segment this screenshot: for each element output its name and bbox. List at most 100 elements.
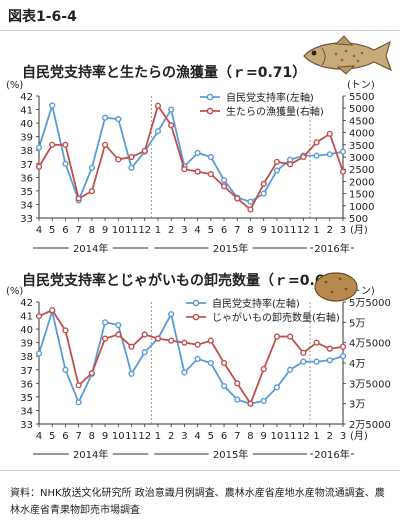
left-tick-label: 42 [20,92,33,103]
data-point [300,358,307,365]
data-point [234,195,241,202]
month-label: 7 [75,225,81,236]
data-point [273,384,281,391]
chart-2: 424140393837363534335万50005万4万50004万3万50… [6,286,391,461]
right-tick-label: 2500 [349,165,374,176]
month-unit: (月) [350,430,368,442]
data-point [35,313,43,320]
year-label: 2014年 [73,242,108,255]
data-point [35,350,43,357]
data-point [154,335,162,342]
left-unit: (%) [6,286,23,297]
data-point [128,343,135,350]
year-label: 2014年 [73,448,108,461]
data-point [260,180,267,187]
source-note: 資料：NHK放送文化研究所 政治意識月例調査、農林水産省産地水産物流通調査、農林… [0,470,400,526]
month-label: 2 [327,225,333,236]
month-label: 8 [247,225,253,236]
left-tick-label: 38 [20,352,33,363]
month-label: 8 [89,431,95,442]
data-point [326,345,333,352]
legend-label: 自民党支持率(左軸) [226,91,314,104]
data-point [194,341,201,348]
left-tick-label: 35 [20,187,33,198]
data-point [247,198,254,205]
month-label: 6 [221,225,227,236]
month-label: 11 [125,225,138,236]
month-label: 7 [234,431,240,442]
data-point [273,333,281,340]
data-point [75,195,82,202]
data-point [141,331,148,338]
right-tick-label: 5500 [349,92,374,103]
data-point [115,321,122,329]
data-point [220,359,228,367]
data-point [313,152,320,159]
month-label: 9 [261,225,267,236]
year-label: 2015年 [213,242,248,255]
left-tick-label: 33 [20,420,33,431]
year-label: 2015年 [213,448,248,461]
data-point [339,168,347,175]
data-point [101,319,109,326]
data-point [128,164,135,171]
month-label: 3 [340,431,346,442]
data-point [300,153,307,161]
left-unit: (%) [6,80,23,91]
data-point [326,151,333,158]
left-tick-label: 35 [20,393,33,404]
legend-swatch-marker [206,107,214,115]
left-tick-label: 36 [20,173,33,184]
month-label: 5 [49,431,55,442]
month-label: 6 [62,431,68,442]
data-point [141,349,148,356]
legend-swatch-marker [206,93,214,101]
data-point [115,156,122,163]
data-point [194,168,201,175]
data-point [207,153,214,161]
data-point [326,357,333,364]
data-point [154,128,162,135]
data-point [154,102,162,109]
month-label: 3 [181,431,187,442]
data-point [247,400,254,407]
right-tick-label: 3万 [349,400,365,411]
right-tick-label: 5万5000 [349,298,391,309]
right-unit: (トン) [347,80,375,91]
data-point [287,333,294,340]
left-tick-label: 37 [20,160,33,171]
left-tick-label: 38 [20,146,33,157]
chart-2-title: 自民党支持率とじゃがいもの卸売数量（ｒ=0.68） [22,273,349,289]
right-tick-label: 5万 [349,318,365,329]
month-label: 5 [208,225,214,236]
data-point [141,147,148,155]
data-point [115,115,122,123]
month-label: 12 [297,431,310,442]
month-label: 1 [313,431,319,442]
right-tick-label: 5000 [349,104,374,115]
left-tick-label: 39 [20,339,33,350]
chart-1-title: 自民党支持率と生たらの漁獲量（ｒ=0.71） [22,65,307,81]
left-tick-label: 40 [20,119,33,130]
month-label: 4 [36,431,42,442]
data-point [220,176,228,184]
data-point [339,343,347,350]
data-point [168,106,175,113]
data-point [260,365,267,373]
month-label: 12 [138,431,151,442]
legend-swatch-marker [192,299,200,307]
month-label: 6 [62,225,68,236]
month-label: 2 [168,225,174,236]
data-point [101,335,109,342]
right-tick-label: 1000 [349,202,374,213]
data-point [62,366,69,373]
month-label: 10 [271,225,284,236]
legend-label: じゃがいもの卸売数量(右軸) [212,311,340,324]
month-label: 2 [327,431,333,442]
data-point [194,355,201,363]
left-tick-label: 41 [20,106,33,117]
data-point [88,164,95,171]
fish-illustration [303,35,393,75]
month-unit: (月) [350,224,368,236]
data-point [260,190,267,197]
